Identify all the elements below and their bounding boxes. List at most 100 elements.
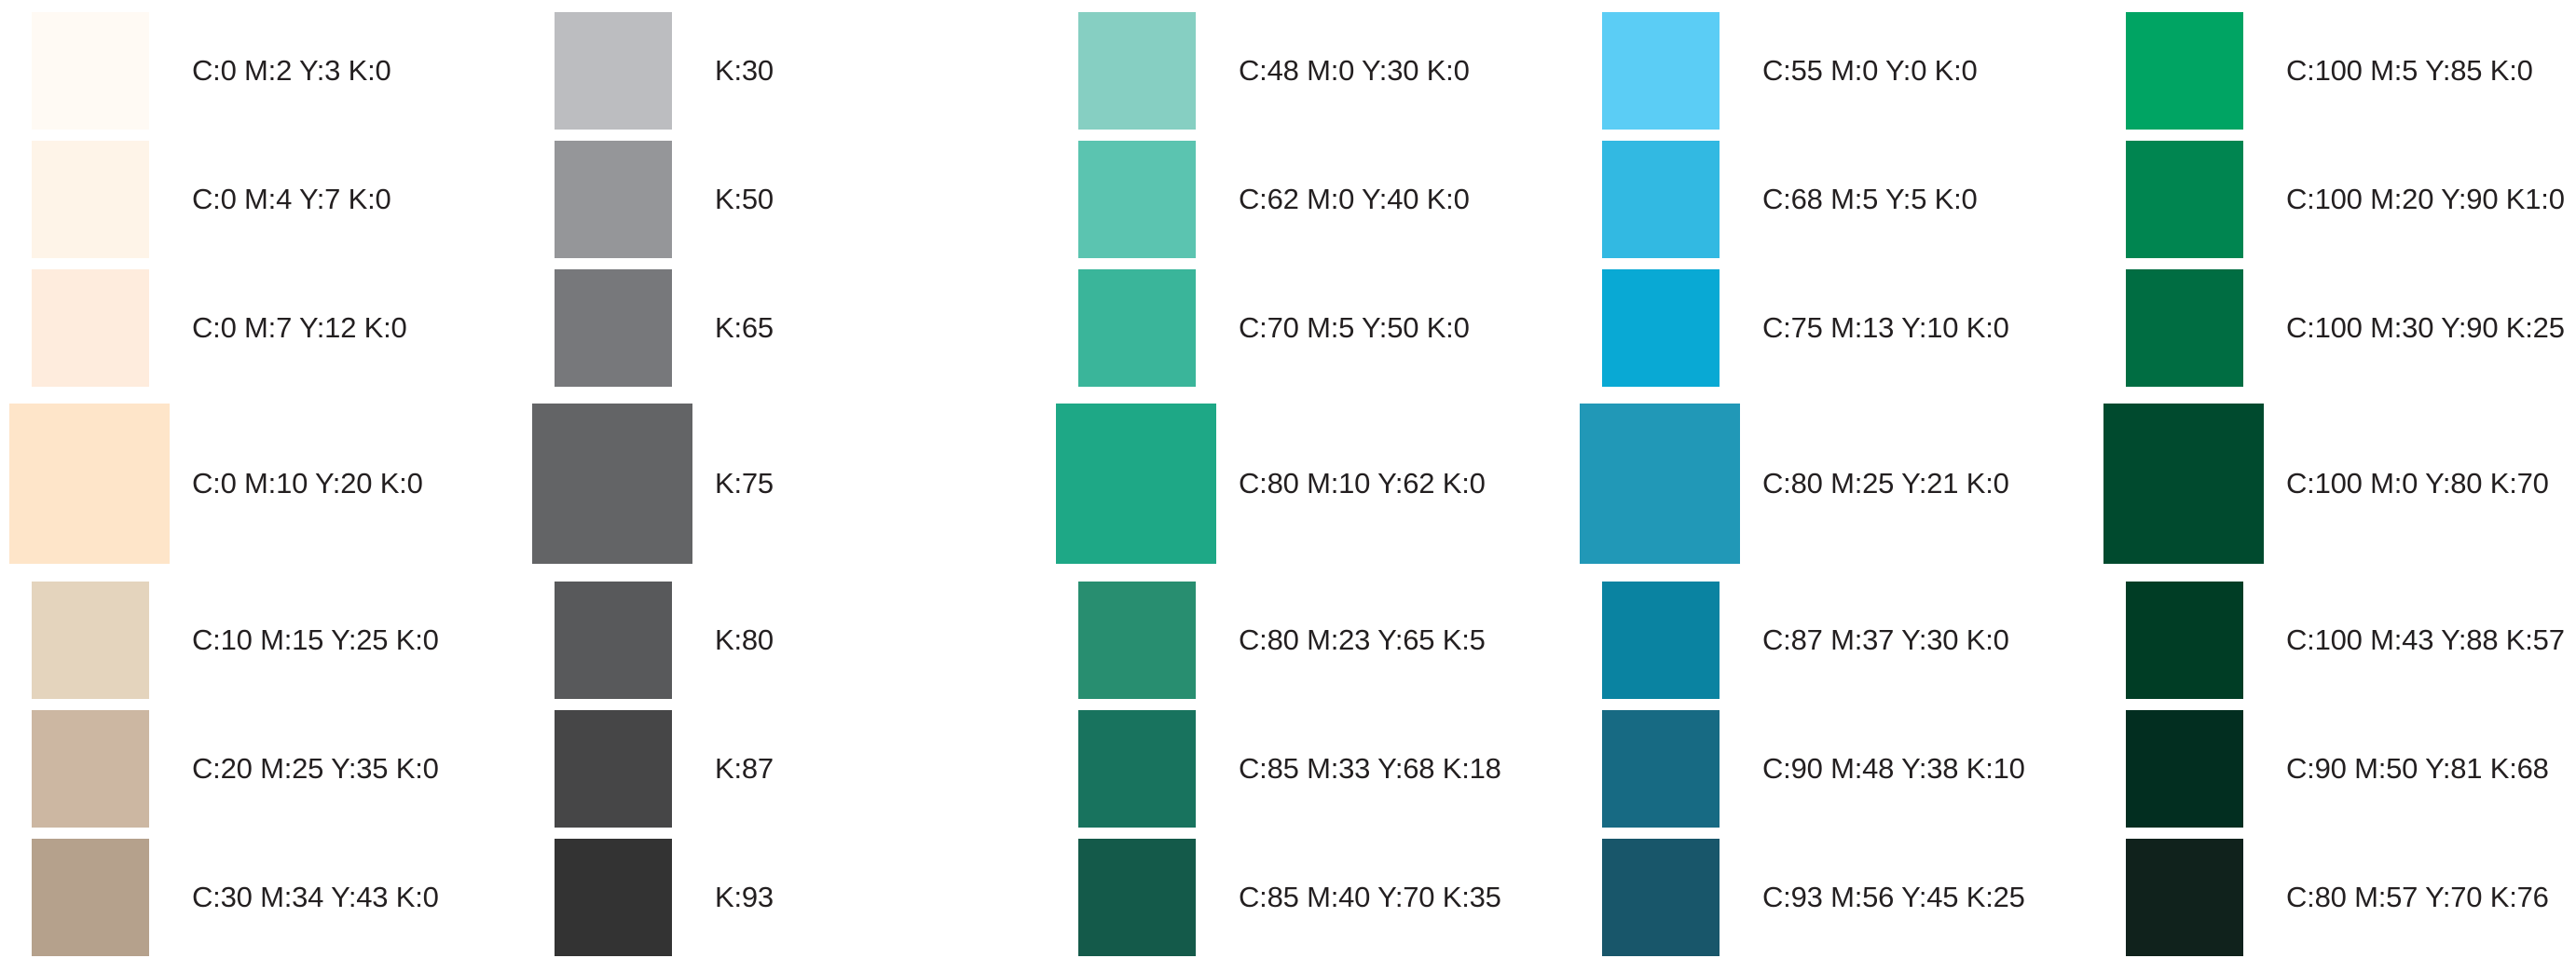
color-swatch [1580, 404, 1740, 564]
swatch-row: K:80 [532, 566, 1054, 715]
color-swatch [1602, 710, 1720, 828]
swatch-label: C:0 M:2 Y:3 K:0 [192, 54, 391, 87]
swatch-row: C:90 M:48 Y:38 K:10 [1580, 694, 2102, 843]
color-swatch [1602, 582, 1720, 699]
swatch-row: C:100 M:0 Y:80 K:70 [2103, 404, 2576, 564]
color-swatch [2126, 582, 2243, 699]
color-swatch [1078, 141, 1196, 258]
swatch-label: C:0 M:7 Y:12 K:0 [192, 311, 407, 344]
swatch-label: K:75 [715, 467, 774, 500]
palette-column-blues: C:55 M:0 Y:0 K:0 C:68 M:5 Y:5 K:0 C:75 M… [1580, 0, 2102, 956]
swatch-row: K:30 [532, 0, 1054, 145]
color-swatch [2126, 12, 2243, 130]
swatch-row: C:75 M:13 Y:10 K:0 [1580, 253, 2102, 403]
color-swatch [32, 12, 149, 130]
color-swatch [32, 839, 149, 956]
swatch-label: K:30 [715, 54, 774, 87]
swatch-label: C:87 M:37 Y:30 K:0 [1762, 623, 2009, 656]
swatch-row: C:0 M:2 Y:3 K:0 [9, 0, 531, 145]
swatch-row: C:90 M:50 Y:81 K:68 [2103, 694, 2576, 843]
color-swatch [555, 582, 672, 699]
swatch-label: C:90 M:50 Y:81 K:68 [2286, 752, 2549, 785]
palette-column-grays: K:30 K:50 K:65 K:75 K:80 K:87 K:93 [532, 0, 1054, 956]
swatch-label: C:80 M:25 Y:21 K:0 [1762, 467, 2009, 500]
swatch-label: K:50 [715, 183, 774, 215]
swatch-row: C:87 M:37 Y:30 K:0 [1580, 566, 2102, 715]
swatch-row: C:85 M:33 Y:68 K:18 [1056, 694, 1578, 843]
swatch-label: C:80 M:23 Y:65 K:5 [1239, 623, 1486, 656]
swatch-label: C:85 M:40 Y:70 K:35 [1239, 881, 1501, 913]
swatch-label: C:100 M:5 Y:85 K:0 [2286, 54, 2533, 87]
swatch-row: C:100 M:30 Y:90 K:25 [2103, 253, 2576, 403]
palette-column-greens: C:100 M:5 Y:85 K:0 C:100 M:20 Y:90 K1:0 … [2103, 0, 2576, 956]
color-swatch [532, 404, 692, 564]
swatch-label: C:48 M:0 Y:30 K:0 [1239, 54, 1470, 87]
swatch-row: C:100 M:43 Y:88 K:57 [2103, 566, 2576, 715]
swatch-label: C:10 M:15 Y:25 K:0 [192, 623, 439, 656]
swatch-row: C:85 M:40 Y:70 K:35 [1056, 823, 1578, 972]
color-swatch [1078, 12, 1196, 130]
swatch-label: C:68 M:5 Y:5 K:0 [1762, 183, 1978, 215]
swatch-row: C:68 M:5 Y:5 K:0 [1580, 125, 2102, 274]
swatch-row: K:50 [532, 125, 1054, 274]
swatch-row: C:80 M:25 Y:21 K:0 [1580, 404, 2102, 564]
swatch-row: C:80 M:23 Y:65 K:5 [1056, 566, 1578, 715]
swatch-label: C:0 M:4 Y:7 K:0 [192, 183, 391, 215]
swatch-label: C:93 M:56 Y:45 K:25 [1762, 881, 2025, 913]
color-swatch [1078, 710, 1196, 828]
swatch-label: K:93 [715, 881, 774, 913]
swatch-label: C:55 M:0 Y:0 K:0 [1762, 54, 1978, 87]
palette-column-warm-neutrals: C:0 M:2 Y:3 K:0 C:0 M:4 Y:7 K:0 C:0 M:7 … [9, 0, 531, 956]
swatch-label: C:70 M:5 Y:50 K:0 [1239, 311, 1470, 344]
swatch-row: C:20 M:25 Y:35 K:0 [9, 694, 531, 843]
swatch-row: C:48 M:0 Y:30 K:0 [1056, 0, 1578, 145]
swatch-row: C:62 M:0 Y:40 K:0 [1056, 125, 1578, 274]
swatch-label: C:85 M:33 Y:68 K:18 [1239, 752, 1501, 785]
swatch-row: C:100 M:20 Y:90 K1:0 [2103, 125, 2576, 274]
swatch-label: C:20 M:25 Y:35 K:0 [192, 752, 439, 785]
swatch-label: C:62 M:0 Y:40 K:0 [1239, 183, 1470, 215]
swatch-label: C:75 M:13 Y:10 K:0 [1762, 311, 2009, 344]
color-swatch [1078, 269, 1196, 387]
swatch-label: K:65 [715, 311, 774, 344]
swatch-row: K:87 [532, 694, 1054, 843]
swatch-row: C:100 M:5 Y:85 K:0 [2103, 0, 2576, 145]
color-swatch [1078, 582, 1196, 699]
swatch-label: K:87 [715, 752, 774, 785]
swatch-row: C:30 M:34 Y:43 K:0 [9, 823, 531, 972]
palette-column-teals: C:48 M:0 Y:30 K:0 C:62 M:0 Y:40 K:0 C:70… [1056, 0, 1578, 956]
swatch-row: K:75 [532, 404, 1054, 564]
color-swatch [1602, 839, 1720, 956]
color-swatch [32, 141, 149, 258]
swatch-row: C:93 M:56 Y:45 K:25 [1580, 823, 2102, 972]
swatch-row: C:0 M:7 Y:12 K:0 [9, 253, 531, 403]
swatch-label: C:100 M:20 Y:90 K1:0 [2286, 183, 2565, 215]
swatch-label: C:100 M:43 Y:88 K:57 [2286, 623, 2565, 656]
swatch-label: C:0 M:10 Y:20 K:0 [192, 467, 423, 500]
swatch-row: C:55 M:0 Y:0 K:0 [1580, 0, 2102, 145]
swatch-label: K:80 [715, 623, 774, 656]
color-swatch [1602, 141, 1720, 258]
color-swatch [2126, 141, 2243, 258]
swatch-row: C:0 M:10 Y:20 K:0 [9, 404, 531, 564]
swatch-row: C:80 M:57 Y:70 K:76 [2103, 823, 2576, 972]
color-swatch [2126, 710, 2243, 828]
swatch-label: C:100 M:30 Y:90 K:25 [2286, 311, 2565, 344]
swatch-label: C:100 M:0 Y:80 K:70 [2286, 467, 2549, 500]
swatch-label: C:80 M:57 Y:70 K:76 [2286, 881, 2549, 913]
color-swatch [2126, 839, 2243, 956]
swatch-row: C:10 M:15 Y:25 K:0 [9, 566, 531, 715]
color-swatch [32, 269, 149, 387]
swatch-row: K:65 [532, 253, 1054, 403]
color-swatch [555, 141, 672, 258]
color-swatch [555, 269, 672, 387]
color-swatch [1602, 269, 1720, 387]
swatch-row: K:93 [532, 823, 1054, 972]
color-swatch [555, 710, 672, 828]
color-swatch [9, 404, 170, 564]
swatch-label: C:30 M:34 Y:43 K:0 [192, 881, 439, 913]
swatch-row: C:70 M:5 Y:50 K:0 [1056, 253, 1578, 403]
swatch-label: C:80 M:10 Y:62 K:0 [1239, 467, 1486, 500]
color-swatch [32, 582, 149, 699]
color-swatch [1602, 12, 1720, 130]
